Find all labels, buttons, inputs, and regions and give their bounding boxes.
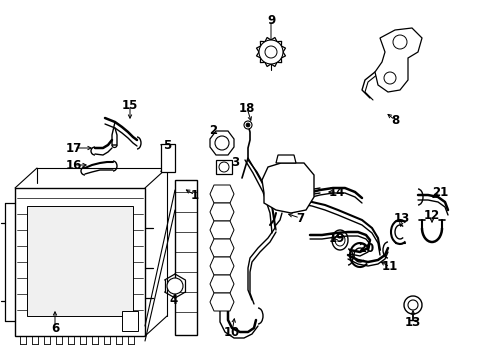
- Text: 11: 11: [381, 261, 397, 274]
- Text: 20: 20: [357, 242, 373, 255]
- Polygon shape: [15, 188, 145, 336]
- Text: 13: 13: [393, 212, 409, 225]
- Text: 15: 15: [122, 99, 138, 112]
- Text: 7: 7: [295, 212, 304, 225]
- Circle shape: [219, 162, 228, 172]
- Circle shape: [245, 123, 249, 127]
- Text: 5: 5: [163, 139, 171, 152]
- Polygon shape: [275, 155, 295, 163]
- Text: 19: 19: [328, 231, 345, 244]
- Text: 18: 18: [238, 102, 255, 114]
- Polygon shape: [27, 206, 133, 316]
- Text: 10: 10: [224, 325, 240, 338]
- Polygon shape: [161, 144, 175, 172]
- Polygon shape: [209, 293, 234, 311]
- Circle shape: [383, 72, 395, 84]
- Polygon shape: [175, 180, 197, 335]
- Circle shape: [244, 121, 251, 129]
- Polygon shape: [262, 163, 313, 213]
- Circle shape: [167, 278, 183, 294]
- Text: 12: 12: [423, 208, 439, 221]
- Text: 16: 16: [66, 158, 82, 171]
- Polygon shape: [209, 203, 234, 221]
- Polygon shape: [374, 28, 421, 92]
- Circle shape: [215, 136, 228, 150]
- Polygon shape: [209, 131, 234, 155]
- Polygon shape: [122, 311, 138, 331]
- Text: 13: 13: [404, 315, 420, 328]
- Text: 3: 3: [230, 156, 239, 168]
- Circle shape: [392, 35, 406, 49]
- Text: 6: 6: [51, 321, 59, 334]
- Text: 21: 21: [431, 185, 447, 198]
- Text: 2: 2: [208, 123, 217, 136]
- Text: 1: 1: [190, 189, 199, 202]
- Text: 8: 8: [390, 113, 398, 126]
- Circle shape: [264, 46, 276, 58]
- Polygon shape: [216, 160, 231, 174]
- Text: 4: 4: [169, 293, 178, 306]
- Circle shape: [259, 40, 283, 64]
- Polygon shape: [209, 185, 234, 203]
- Text: 14: 14: [328, 185, 345, 198]
- Polygon shape: [209, 239, 234, 257]
- Polygon shape: [209, 221, 234, 239]
- Polygon shape: [209, 275, 234, 293]
- Text: 17: 17: [66, 141, 82, 154]
- Text: 9: 9: [266, 14, 275, 27]
- Polygon shape: [209, 257, 234, 275]
